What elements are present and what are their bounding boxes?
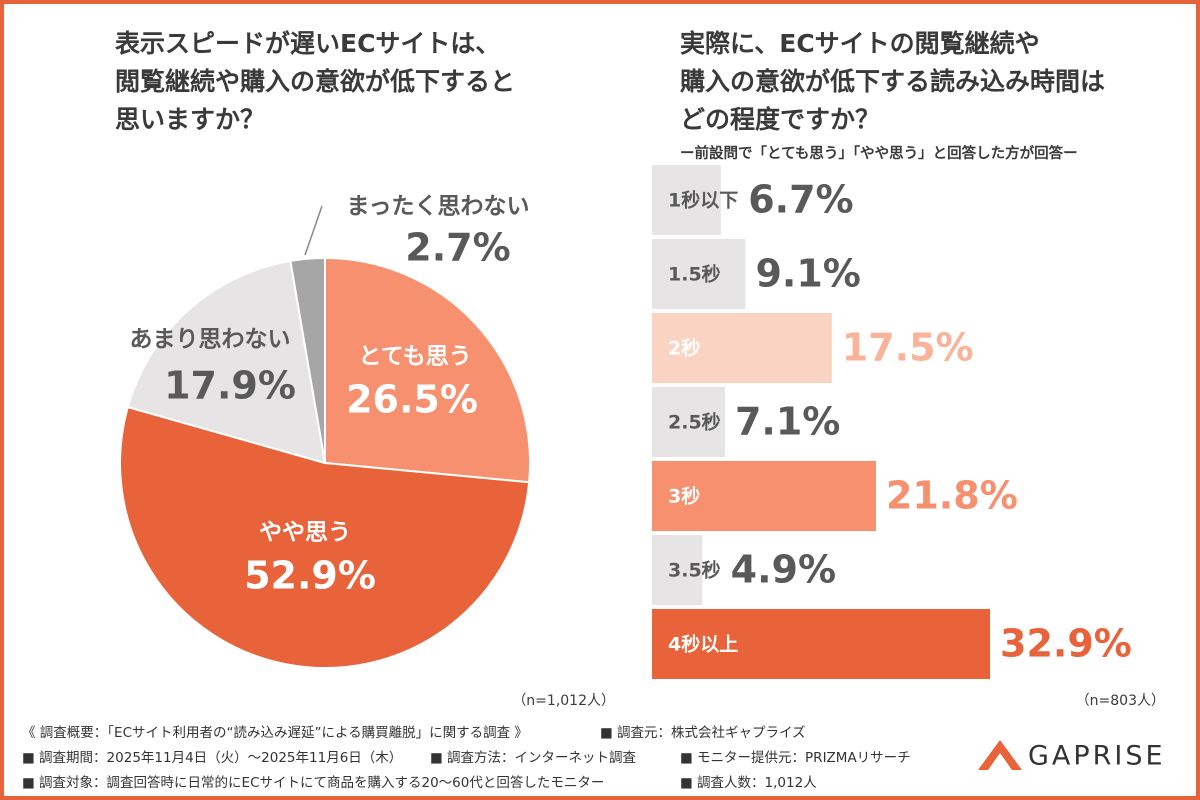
- bar-category: 1秒以下: [668, 189, 738, 212]
- slice-value: 52.9%: [244, 554, 376, 598]
- slice-name: あまり思わない: [130, 327, 291, 353]
- bar-note: （n=803人）: [1076, 693, 1165, 709]
- pie-title: 思いますか？: [115, 105, 265, 134]
- pie-slice: [119, 405, 531, 669]
- footer-note: ■ 調査人数：1,012人: [680, 775, 817, 791]
- footer-note: ■ 調査期間：2025年11月4日（火）～2025年11月6日（木）: [22, 750, 402, 766]
- bar-value: 9.1%: [755, 252, 860, 296]
- footer-note: ■ モニター提供元：PRIZMAリサーチ: [680, 750, 911, 766]
- bar-value: 17.5%: [842, 326, 974, 370]
- pie-title: 表示スピードが遅いECサイトは、: [115, 29, 500, 58]
- bar-value: 32.9%: [1000, 622, 1132, 666]
- bar-category: 4秒以上: [668, 633, 738, 656]
- bar-value: 21.8%: [886, 474, 1018, 518]
- bar-title: 購入の意欲が低下する読み込み時間は: [680, 67, 1105, 96]
- pie-title: 閲覧継続や購入の意欲が低下すると: [115, 67, 515, 96]
- bar-value: 7.1%: [735, 400, 840, 444]
- bar-value: 4.9%: [731, 548, 836, 592]
- bar-category: 1.5秒: [668, 263, 721, 286]
- footer-note: ■ 調査元：株式会社ギャプライズ: [600, 725, 806, 741]
- logo: GAPRISE: [1028, 741, 1166, 772]
- pie-slice: [126, 259, 327, 465]
- bar: [652, 239, 746, 309]
- slice-value: 2.7%: [405, 226, 510, 270]
- bar: [652, 313, 832, 383]
- bar: [652, 387, 725, 457]
- pie-slice: [324, 256, 531, 484]
- bar-category: 2.5秒: [668, 411, 721, 434]
- bar: [652, 609, 990, 679]
- bar: [652, 461, 876, 531]
- bar-title: どの程度ですか？: [680, 105, 880, 134]
- pie-note: （n=1,012人）: [512, 693, 615, 709]
- slice-name: やや思う: [259, 520, 351, 546]
- slice-name: とても思う: [358, 344, 471, 370]
- leader-line: [304, 205, 323, 256]
- slice-value: 17.9%: [164, 364, 296, 408]
- slice-name: まったく思わない: [346, 194, 529, 220]
- bar: [652, 535, 703, 605]
- footer-note: ■ 調査方法：インターネット調査: [430, 750, 637, 766]
- bar: [652, 165, 721, 235]
- bar-subtitle: ー前設問で「とても思う」「やや思う」と回答した方が回答ー: [680, 144, 1078, 162]
- footer-note: ■ 調査対象：調査回答時に日常的にECサイトにて商品を購入する20〜60代と回答…: [22, 774, 604, 791]
- bar-value: 6.7%: [748, 178, 853, 222]
- footer-note: 《 調査概要：「ECサイト利用者の“読み込み遅延”による購買離脱」に関する調査 …: [22, 725, 528, 741]
- bar-title: 実際に、ECサイトの閲覧継続や: [680, 29, 1040, 58]
- slice-value: 26.5%: [346, 378, 478, 422]
- logo-icon: [978, 740, 1022, 770]
- bar-category: 2秒: [668, 337, 700, 360]
- pie-slice: [289, 256, 326, 464]
- bar-category: 3.5秒: [668, 559, 721, 582]
- bar-category: 3秒: [668, 485, 700, 508]
